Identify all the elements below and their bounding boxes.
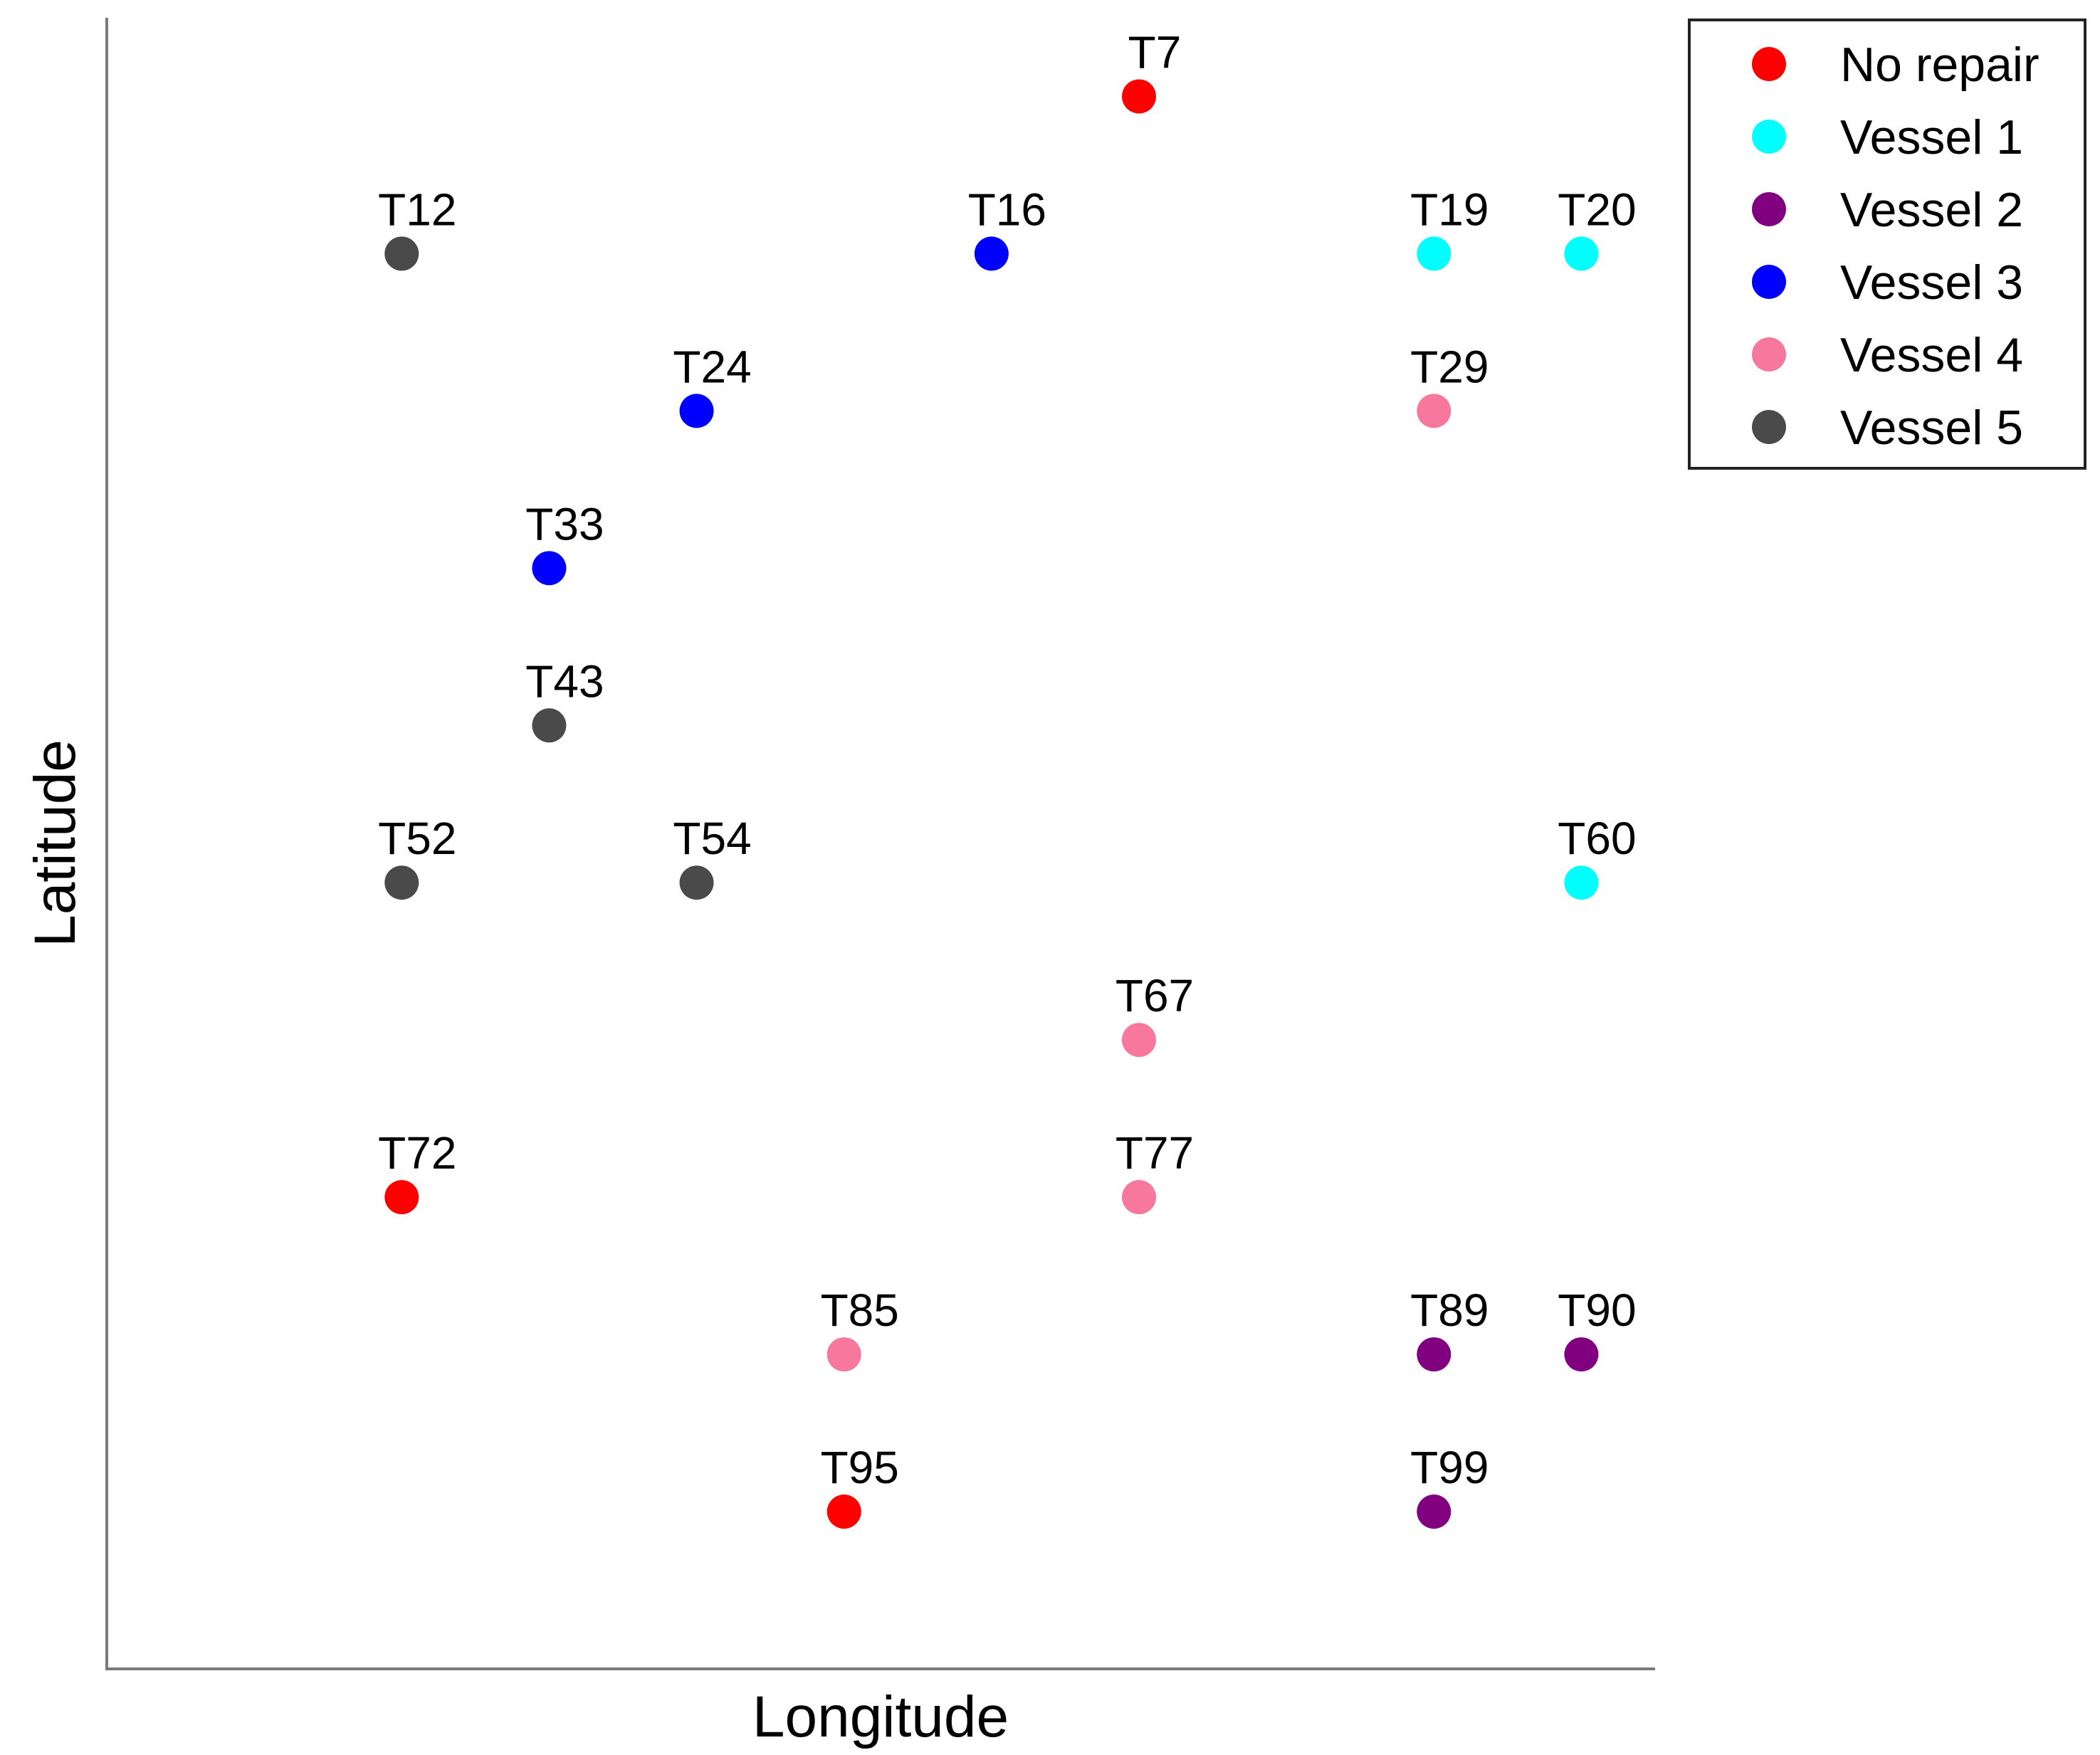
- point-t24: [679, 394, 714, 428]
- point-label-t7: T7: [1128, 26, 1182, 78]
- point-t29: [1417, 394, 1451, 428]
- legend-marker-5: [1752, 410, 1786, 444]
- point-t54: [679, 865, 714, 900]
- point-label-t85: T85: [821, 1285, 899, 1336]
- point-t16: [974, 236, 1009, 271]
- point-label-t95: T95: [821, 1442, 899, 1493]
- point-t77: [1122, 1180, 1156, 1215]
- point-label-t33: T33: [525, 498, 604, 549]
- legend-label-3: Vessel 3: [1840, 255, 2023, 310]
- point-label-t16: T16: [968, 184, 1046, 235]
- legend-marker-4: [1752, 337, 1786, 371]
- point-t19: [1417, 236, 1451, 271]
- legend-label-2: Vessel 2: [1840, 183, 2023, 237]
- point-label-t29: T29: [1410, 341, 1489, 392]
- point-label-t54: T54: [673, 813, 751, 864]
- point-t7: [1122, 79, 1156, 114]
- point-label-t60: T60: [1558, 813, 1636, 864]
- point-label-t43: T43: [525, 655, 604, 707]
- point-t95: [826, 1495, 861, 1529]
- point-label-t89: T89: [1410, 1285, 1489, 1336]
- point-label-t90: T90: [1558, 1285, 1636, 1336]
- plot-area: [105, 18, 1655, 1670]
- point-t20: [1564, 236, 1599, 271]
- legend-marker-1: [1752, 120, 1786, 154]
- point-t12: [384, 236, 419, 271]
- point-label-t72: T72: [378, 1127, 456, 1179]
- point-label-t99: T99: [1410, 1442, 1489, 1493]
- legend-marker-2: [1752, 192, 1786, 226]
- legend-label-0: No repair: [1840, 38, 2039, 92]
- y-axis-label: Latitude: [23, 739, 88, 947]
- point-t33: [532, 551, 567, 586]
- legend-marker-3: [1752, 265, 1786, 299]
- points-layer: T7 T12 T16 T19 T20 T24 T29 T33 T43 T52 T54 T60 T67 T7…: [378, 26, 1637, 1529]
- point-t52: [384, 865, 419, 900]
- legend-label-1: Vessel 1: [1840, 110, 2023, 164]
- point-t85: [826, 1337, 861, 1372]
- legend-label-4: Vessel 4: [1840, 328, 2023, 382]
- point-t67: [1122, 1023, 1156, 1058]
- point-label-t24: T24: [673, 341, 751, 392]
- point-t99: [1417, 1495, 1451, 1529]
- point-label-t77: T77: [1115, 1127, 1194, 1179]
- x-axis-label: Longitude: [752, 1685, 1009, 1749]
- legend-box: [1688, 19, 2086, 470]
- legend-label-5: Vessel 5: [1840, 401, 2023, 455]
- point-t90: [1564, 1337, 1599, 1372]
- legend-marker-0: [1752, 47, 1786, 81]
- point-label-t52: T52: [378, 813, 456, 864]
- point-label-t12: T12: [378, 184, 456, 235]
- legend: No repair Vessel 1 Vessel 2 Vessel 3 Vessel …: [1688, 19, 2086, 470]
- point-t60: [1564, 865, 1599, 900]
- point-t43: [532, 708, 567, 743]
- point-label-t67: T67: [1115, 970, 1194, 1021]
- point-label-t20: T20: [1558, 184, 1636, 235]
- point-label-t19: T19: [1410, 184, 1489, 235]
- point-t72: [384, 1180, 419, 1215]
- point-t89: [1417, 1337, 1451, 1372]
